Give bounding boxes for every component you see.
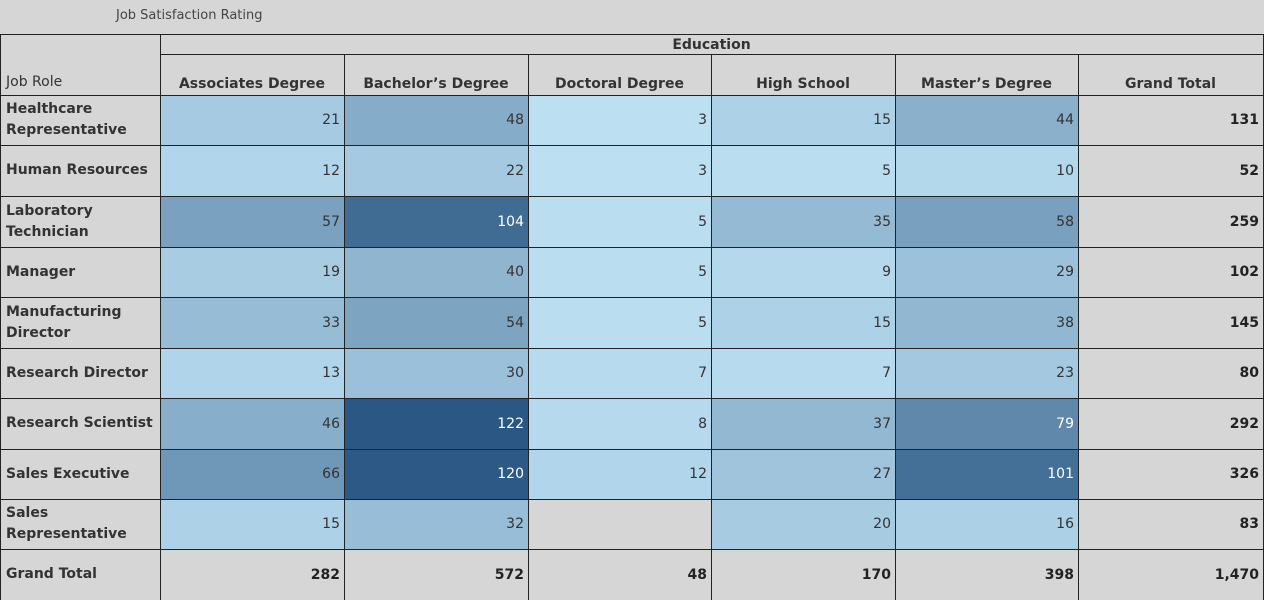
data-cell: 32	[344, 499, 528, 549]
column-border	[711, 54, 712, 600]
data-cell: 22	[344, 145, 528, 196]
row-label: Healthcare Representative	[6, 101, 127, 138]
row-label: Manager	[6, 263, 76, 280]
data-cell: 122	[344, 398, 528, 449]
data-cell: 57	[160, 196, 344, 247]
data-cell: 15	[160, 499, 344, 549]
overall-grand-total: 1,470	[1214, 566, 1259, 583]
row-grand-total: 102	[1229, 264, 1259, 280]
data-cell: 10	[895, 145, 1078, 196]
column-header: Doctoral Degree	[555, 76, 684, 92]
row-grand-total: 326	[1229, 466, 1259, 482]
data-cell: 3	[528, 95, 711, 145]
row-grand-total: 259	[1229, 213, 1259, 230]
row-border	[0, 95, 1264, 96]
grand-total-row-label: Grand Total	[6, 566, 97, 582]
data-cell: 54	[344, 297, 528, 348]
row-label: Human Resources	[6, 162, 148, 178]
data-cell: 16	[895, 499, 1078, 549]
data-cell: 9	[711, 247, 895, 297]
row-grand-total: 131	[1229, 112, 1259, 128]
data-cell: 3	[528, 145, 711, 196]
data-cell: 48	[344, 95, 528, 145]
data-cell: 7	[711, 348, 895, 398]
data-cell: 40	[344, 247, 528, 297]
data-cell: 79	[895, 398, 1078, 449]
column-border	[160, 34, 161, 600]
data-cell: 5	[528, 196, 711, 247]
table-top-border	[0, 34, 1264, 35]
data-cell: 12	[528, 449, 711, 499]
column-header: Associates Degree	[178, 76, 326, 92]
data-cell: 33	[160, 297, 344, 348]
data-cell: 29	[895, 247, 1078, 297]
data-cell: 12	[160, 145, 344, 196]
data-cell: 7	[528, 348, 711, 398]
row-label: Research Director	[6, 364, 148, 381]
data-cell: 66	[160, 449, 344, 499]
data-cell: 23	[895, 348, 1078, 398]
data-cell: 38	[895, 297, 1078, 348]
data-cell: 8	[528, 398, 711, 449]
data-cell: 104	[344, 196, 528, 247]
row-border	[0, 549, 1264, 550]
row-grand-total: 292	[1229, 415, 1259, 432]
data-cell: 5	[711, 145, 895, 196]
data-cell: 120	[344, 449, 528, 499]
row-border	[0, 398, 1264, 399]
data-cell	[528, 499, 711, 549]
column-header: Bachelor’s Degree	[363, 76, 509, 92]
row-grand-total: 80	[1239, 365, 1259, 381]
data-cell: 35	[711, 196, 895, 247]
job-role-header: Job Role	[6, 74, 63, 90]
data-cell: 37	[711, 398, 895, 449]
column-header: Master’s Degree	[921, 76, 1052, 92]
row-border	[0, 297, 1264, 298]
data-cell: 19	[160, 247, 344, 297]
row-label: Sales Representative	[6, 505, 127, 542]
chart-title: Job Satisfaction Rating	[116, 8, 263, 23]
data-cell: 5	[528, 247, 711, 297]
data-cell: 101	[895, 449, 1078, 499]
row-label: Research Scientist	[6, 415, 153, 431]
row-border	[0, 196, 1264, 197]
data-cell: 5	[528, 297, 711, 348]
row-grand-total: 83	[1239, 516, 1259, 532]
grand-total-column-header: Grand Total	[1125, 76, 1216, 92]
data-cell: 44	[895, 95, 1078, 145]
data-cell: 13	[160, 348, 344, 398]
row-border	[0, 247, 1264, 248]
row-border	[0, 145, 1264, 146]
row-grand-total: 52	[1239, 162, 1259, 179]
column-border	[528, 54, 529, 600]
row-border	[0, 499, 1264, 500]
data-cell: 15	[711, 297, 895, 348]
data-cell: 15	[711, 95, 895, 145]
data-cell: 58	[895, 196, 1078, 247]
row-grand-total: 145	[1229, 314, 1259, 331]
column-grand-total: 572	[494, 566, 524, 583]
data-cell: 46	[160, 398, 344, 449]
column-border	[0, 34, 1, 600]
row-border	[0, 348, 1264, 349]
column-grand-total: 48	[687, 566, 707, 583]
education-header: Education	[672, 37, 751, 53]
data-cell: 20	[711, 499, 895, 549]
data-cell: 21	[160, 95, 344, 145]
row-label: Laboratory Technician	[6, 202, 93, 240]
data-cell: 30	[344, 348, 528, 398]
row-border	[0, 449, 1264, 450]
column-border	[895, 54, 896, 600]
column-border	[1078, 54, 1079, 600]
data-cell: 27	[711, 449, 895, 499]
column-border	[344, 54, 345, 600]
column-header: High School	[756, 76, 850, 92]
column-grand-total: 170	[861, 566, 891, 583]
column-grand-total: 398	[1044, 566, 1074, 583]
row-label: Sales Executive	[6, 465, 130, 482]
row-label: Manufacturing Director	[6, 303, 122, 341]
column-grand-total: 282	[310, 566, 340, 583]
